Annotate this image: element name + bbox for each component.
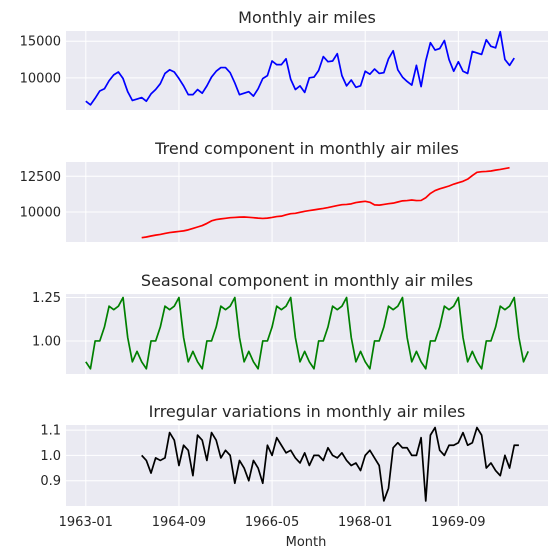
panel-4: 0.9 1.0 1.1 Irregular variations in monthly… <box>40 402 548 506</box>
plot-area <box>66 294 548 374</box>
x-tick-label: 1966-05 <box>245 515 299 530</box>
panel-title: Trend component in monthly air miles <box>154 139 459 158</box>
y-tick-label: 1.00 <box>32 334 61 349</box>
y-tick-label: 10000 <box>20 71 61 86</box>
y-tick-label: 15000 <box>20 35 61 50</box>
y-tick-label: 1.0 <box>40 449 61 464</box>
panel-title: Monthly air miles <box>238 8 376 27</box>
panel-2: 10000 12500 Trend component in monthly air… <box>20 139 548 242</box>
y-tick-label: 1.25 <box>32 291 61 306</box>
x-tick-label: 1969-09 <box>431 515 485 530</box>
y-tick-label: 10000 <box>20 206 61 221</box>
panel-title: Irregular variations in monthly air mile… <box>149 402 466 421</box>
x-tick-label: 1968-01 <box>338 515 392 530</box>
x-tick-label: 1963-01 <box>59 515 113 530</box>
panel-1: 10000 15000 Monthly air miles <box>20 8 548 110</box>
panel-3: 1.00 1.25 Seasonal component in monthly ai… <box>32 271 548 374</box>
panel-title: Seasonal component in monthly air miles <box>141 271 473 290</box>
x-tick-label: 1964-09 <box>152 515 206 530</box>
y-tick-label: 12500 <box>20 170 61 185</box>
y-tick-label: 0.9 <box>40 474 61 489</box>
x-axis-label: Month <box>286 535 327 550</box>
plot-area <box>66 425 548 506</box>
y-tick-label: 1.1 <box>40 424 61 439</box>
